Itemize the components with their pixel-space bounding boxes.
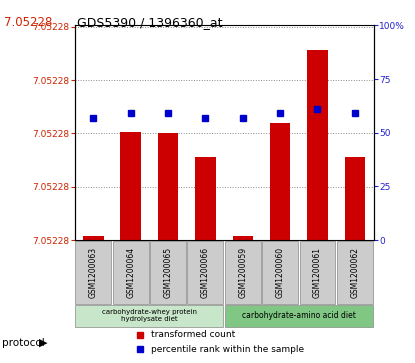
Text: ▶: ▶: [39, 338, 48, 348]
Text: protocol: protocol: [2, 338, 45, 348]
Bar: [188, 241, 223, 304]
Bar: [232, 236, 253, 240]
Text: 7.05228: 7.05228: [4, 16, 53, 29]
Bar: [195, 157, 216, 240]
Text: transformed count: transformed count: [151, 330, 235, 339]
Bar: [76, 305, 223, 327]
Text: GSM1200066: GSM1200066: [201, 247, 210, 298]
Text: GSM1200065: GSM1200065: [164, 247, 173, 298]
Bar: [158, 134, 178, 240]
Text: carbohydrate-amino acid diet: carbohydrate-amino acid diet: [242, 311, 356, 321]
Text: GSM1200063: GSM1200063: [89, 247, 98, 298]
Text: GSM1200061: GSM1200061: [313, 247, 322, 298]
Text: carbohydrate-whey protein
hydrolysate diet: carbohydrate-whey protein hydrolysate di…: [102, 309, 197, 322]
Bar: [120, 132, 141, 240]
Text: percentile rank within the sample: percentile rank within the sample: [151, 345, 304, 354]
Text: GSM1200062: GSM1200062: [350, 247, 359, 298]
Bar: [76, 241, 111, 304]
Bar: [270, 123, 290, 240]
Bar: [262, 241, 298, 304]
Text: GSM1200064: GSM1200064: [126, 247, 135, 298]
Text: GSM1200060: GSM1200060: [276, 247, 285, 298]
Bar: [337, 241, 373, 304]
Bar: [83, 236, 104, 240]
Bar: [344, 157, 365, 240]
Bar: [300, 241, 335, 304]
Text: GSM1200059: GSM1200059: [238, 247, 247, 298]
Bar: [150, 241, 186, 304]
Bar: [307, 50, 328, 240]
Text: GDS5390 / 1396360_at: GDS5390 / 1396360_at: [77, 16, 222, 29]
Bar: [225, 305, 373, 327]
Bar: [225, 241, 261, 304]
Bar: [113, 241, 149, 304]
